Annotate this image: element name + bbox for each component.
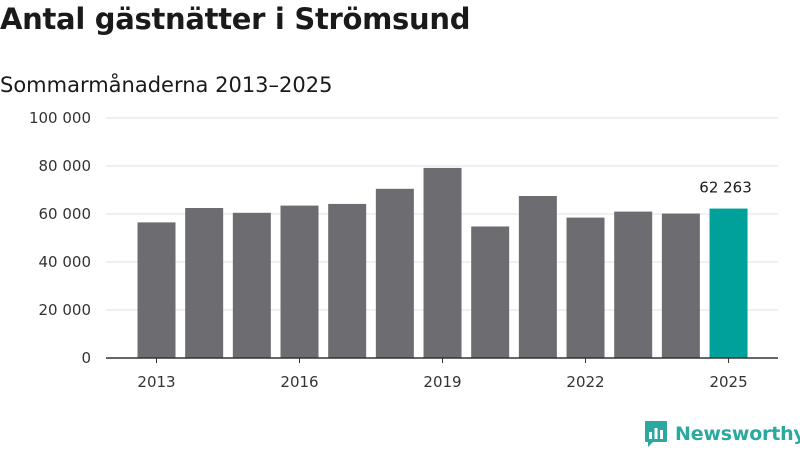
brand-name: Newsworthy: [675, 423, 800, 445]
y-tick-label: 80 000: [39, 157, 92, 175]
x-axis: [106, 357, 778, 363]
bar-2016: [280, 205, 319, 358]
bar-2024: [661, 213, 700, 358]
x-tick-label: 2022: [566, 373, 604, 391]
bar-2022: [566, 217, 605, 358]
y-tick-label: 0: [81, 349, 91, 367]
x-tick-label: 2019: [423, 373, 461, 391]
bar-2014: [185, 208, 224, 358]
bar-2020: [471, 226, 510, 358]
data-label: 62 263: [699, 179, 752, 197]
x-tick-label: 2025: [709, 373, 747, 391]
bars: [137, 167, 748, 358]
bar-2015: [232, 212, 271, 358]
x-tick-label: 2013: [137, 373, 175, 391]
bar-2019: [423, 167, 462, 358]
bar-2018: [375, 188, 414, 358]
y-tick-label: 40 000: [39, 253, 92, 271]
y-tick-label: 20 000: [39, 301, 92, 319]
bar-2023: [614, 211, 653, 358]
newsworthy-logo-icon: [645, 421, 667, 447]
bar-2025: [709, 208, 748, 358]
x-axis-tick-labels: 2013 2016 2019 2022 2025: [137, 373, 747, 391]
chart-title: Antal gästnätter i Strömsund: [0, 2, 471, 36]
bar-2017: [328, 203, 367, 358]
y-tick-label: 60 000: [39, 205, 92, 223]
bar-2013: [137, 222, 176, 358]
bar-2021: [518, 196, 557, 358]
data-labels: 62 263: [699, 179, 752, 197]
chart-subtitle: Sommarmånaderna 2013–2025: [0, 73, 333, 97]
y-tick-label: 100 000: [29, 109, 91, 127]
y-axis-tick-labels: 0 20 000 40 000 60 000 80 000 100 000: [29, 109, 91, 367]
x-tick-label: 2016: [280, 373, 318, 391]
brand-logo: Newsworthy: [644, 420, 800, 448]
